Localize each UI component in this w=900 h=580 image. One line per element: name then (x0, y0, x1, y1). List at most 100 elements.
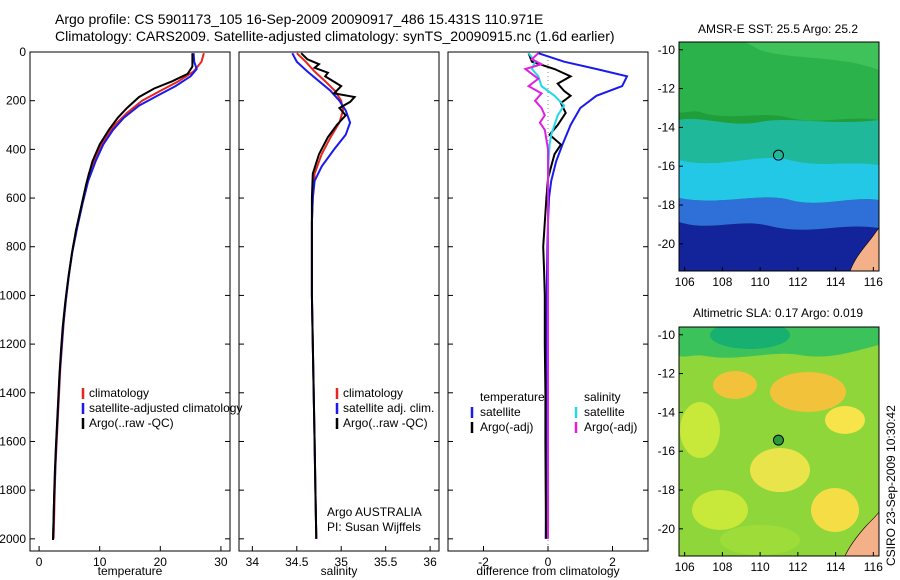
temperature-xtick-label: 30 (214, 555, 228, 569)
temperature-ytick-label: 400 (6, 142, 26, 156)
sst-argo-marker (772, 149, 784, 161)
salinity-xtick-label: 36 (423, 555, 437, 569)
temperature-ytick-label: 800 (6, 240, 26, 254)
temperature-ytick-label: 200 (6, 94, 26, 108)
difference-xtick-label: 2 (609, 555, 616, 569)
difference-legend-label: satellite (480, 405, 521, 419)
temperature-legend-label: Argo(..raw -QC) (89, 416, 174, 430)
sst_map-ytick-label: -14 (658, 120, 676, 134)
temperature-ytick-label: 1200 (0, 337, 26, 351)
sst-transition-band (679, 118, 879, 165)
salinity-xlabel: salinity (321, 564, 358, 578)
sst_map-ytick-label: -12 (658, 82, 676, 96)
salinity-xtick-label: 35 (335, 555, 349, 569)
header-line-1: Argo profile: CS 5901173_105 16-Sep-2009… (55, 11, 543, 27)
sla-patch-7 (811, 488, 859, 532)
temperature-series-climatology (52, 52, 205, 539)
temperature-legend-label: climatology (89, 386, 149, 400)
sst-cold-band (679, 222, 879, 271)
difference-series-temperature-argo-adj- (527, 52, 573, 539)
sst_map-xtick-label: 110 (751, 275, 770, 289)
salinity-series-argo-raw-qc- (300, 52, 357, 539)
salinity-xtick-label: 34 (246, 555, 260, 569)
temperature-ytick-label: 1600 (0, 434, 26, 448)
sst_map-xtick-label: 106 (675, 275, 695, 289)
sst-map-frame (678, 41, 880, 272)
salinity-xtick-label: 35.5 (374, 555, 398, 569)
sst-warm-patch (745, 42, 879, 70)
difference-xtick-label: -2 (478, 555, 489, 569)
salinity-axes-frame (238, 51, 440, 552)
sla_map-xtick-label: 114 (826, 560, 845, 574)
sla-patch-4 (680, 402, 720, 458)
sst_map-xtick-label: 114 (826, 275, 845, 289)
sst-warm-band (679, 42, 879, 121)
salinity-legend-label: satellite adj. clim. (343, 401, 434, 415)
sst-coastline (849, 227, 879, 271)
salinity-panel: 34 34.5 35 35.5 36 salinity climatologysatel… (238, 51, 440, 578)
temperature-series-argo-raw-qc- (52, 53, 194, 541)
temperature-series-satellite-adjusted-climatology (52, 53, 198, 539)
sst-map-title: AMSR-E SST: 25.5 Argo: 25.2 (698, 22, 858, 36)
difference-legend-group-title: temperature (480, 390, 545, 404)
difference-xtick-label: 0 (545, 555, 552, 569)
sst_map-ytick-label: -20 (658, 237, 676, 251)
difference-legend-label: satellite (584, 405, 625, 419)
temperature-panel: 0 10 20 30 0 200 400 600 800 1000 1200 1400 1600 1800… (0, 45, 242, 578)
salinity-legend-label: climatology (343, 386, 403, 400)
sla_map-ytick-label: -12 (658, 367, 676, 381)
salinity-series-satellite-adj-clim- (291, 52, 352, 539)
temperature-xtick-label: 20 (154, 555, 168, 569)
temperature-xtick-label: 10 (93, 555, 107, 569)
sla_map-xtick-label: 110 (751, 560, 770, 574)
side-stamp: CSIRO 23-Sep-2009 10:30:42 (884, 405, 898, 566)
sst_map-ytick-label: -18 (658, 198, 676, 212)
sla_map-ytick-label: -18 (658, 483, 676, 497)
sla-patch-5 (750, 448, 810, 492)
difference-legend-label: Argo(-adj) (584, 420, 637, 434)
sst_map-xtick-label: 108 (712, 275, 732, 289)
salinity-annotation-line-1: Argo AUSTRALIA (327, 505, 422, 519)
sla-map-title: Altimetric SLA: 0.17 Argo: 0.019 (693, 306, 863, 320)
sla-patch-8 (720, 525, 800, 555)
sst_map-ytick-label: -10 (658, 43, 676, 57)
temperature-axes-frame (29, 51, 231, 552)
sla_map-xtick-label: 106 (675, 560, 695, 574)
difference-xlabel: difference from climatology (476, 564, 619, 578)
temperature-ytick-label: 0 (19, 45, 26, 59)
sst-cyan-band (679, 157, 879, 203)
temperature-xtick-label: 0 (36, 555, 43, 569)
sla-high-patch-3 (825, 406, 865, 434)
sst-map: 106 108 110 112 114 116 -10 -12 -14 -16 -18 -20 (658, 41, 883, 289)
sst_map-xtick-label: 116 (864, 275, 883, 289)
salinity-annotation-line-2: PI: Susan Wijffels (327, 520, 421, 534)
temperature-legend-label: satellite-adjusted climatology (89, 401, 242, 415)
difference-legend-label: Argo(-adj) (480, 420, 533, 434)
sla-high-patch-1 (713, 371, 757, 399)
sla-map: 106 108 110 112 114 116 -10 -12 -14 -16 -18 -20 (658, 326, 883, 574)
salinity-legend-label: Argo(..raw -QC) (343, 416, 428, 430)
sla-patch-6 (692, 490, 748, 530)
sla_map-ytick-label: -20 (658, 522, 676, 536)
difference-series-salinity-argo-adj- (523, 52, 549, 539)
sla_map-xtick-label: 116 (864, 560, 883, 574)
difference-panel: -2 0 2 difference from climatology tempera… (447, 51, 649, 578)
sla_map-ytick-label: -16 (658, 444, 676, 458)
temperature-ytick-label: 1400 (0, 386, 26, 400)
sst_map-xtick-label: 112 (788, 275, 807, 289)
sla-map-frame (678, 326, 880, 557)
difference-series-temperature-satellite (537, 52, 629, 539)
sla-low-patch-1 (710, 327, 790, 349)
sla_map-ytick-label: -10 (658, 328, 676, 342)
temperature-ytick-label: 1000 (0, 288, 26, 302)
sla_map-ytick-label: -14 (658, 405, 676, 419)
sla-argo-marker (772, 434, 784, 446)
sst-blue-band (679, 197, 879, 230)
temperature-ytick-label: 2000 (0, 532, 26, 546)
sst_map-ytick-label: -16 (658, 159, 676, 173)
header-line-2: Climatology: CARS2009. Satellite-adjuste… (55, 28, 615, 44)
sla_map-xtick-label: 108 (712, 560, 732, 574)
temperature-ytick-label: 1800 (0, 483, 26, 497)
difference-legend-group-title: salinity (584, 390, 621, 404)
